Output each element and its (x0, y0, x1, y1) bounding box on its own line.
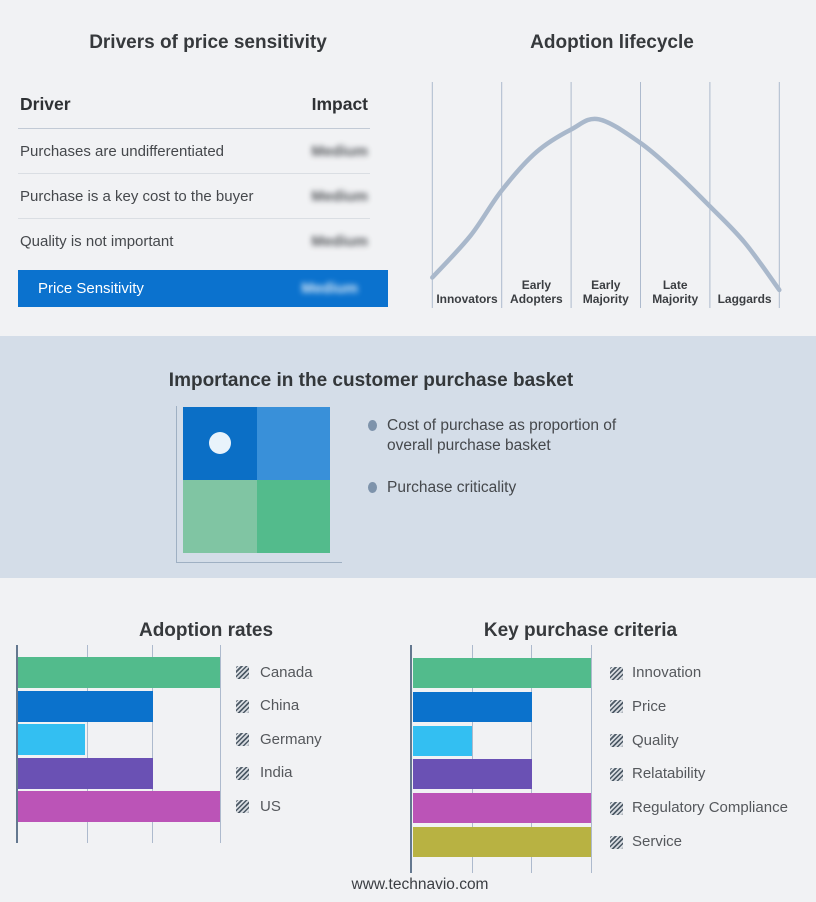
legend-swatch-icon (236, 766, 249, 780)
legend-label-quality: Quality (632, 731, 679, 749)
legend-label-service: Service (632, 833, 683, 850)
quadrant-position-marker (209, 432, 231, 454)
legend-label-india: India (260, 764, 293, 782)
purchase-basket-quadrant (183, 407, 330, 553)
bullet-dot-icon (368, 482, 377, 493)
price-sensitivity-label: Price Sensitivity (38, 280, 144, 297)
legend-swatch-icon (236, 666, 249, 679)
chart-axis (410, 645, 412, 873)
quadrant-cell-bottom-right (256, 480, 330, 553)
bar-regulatory-compliance (413, 793, 591, 824)
bullet-item: Purchase criticality (368, 478, 648, 498)
stage-label-early-majority: Early Majority (582, 277, 629, 306)
driver-column-header: Driver (20, 94, 71, 114)
chart-gridline (472, 645, 474, 873)
purchase-basket-band (0, 336, 816, 578)
legend-swatch-icon (236, 699, 249, 713)
driver-cell: Purchases are undifferentiated (20, 142, 225, 160)
quadrant-cell-bottom-left (183, 480, 257, 553)
legend-swatch-icon (610, 801, 623, 815)
legend-label-innovation: Innovation (632, 664, 702, 681)
bullet-text: Cost of purchase as proportion of overal… (387, 417, 617, 454)
bar-innovation (413, 658, 591, 688)
stage-label-innovators: Innovators (436, 291, 498, 306)
lifecycle-bell-curve (430, 116, 782, 293)
impact-cell: Medium (311, 232, 368, 250)
quadrant-y-axis (176, 406, 177, 563)
legend-swatch-icon (610, 767, 623, 781)
drivers-table-body: Purchases are undifferentiated Medium Purc… (18, 129, 370, 263)
bar-germany (18, 724, 86, 756)
legend-swatch-icon (610, 734, 623, 748)
table-row: Quality is not important Medium (18, 219, 370, 263)
legend-swatch-icon (610, 666, 623, 680)
bullet-item: Cost of purchase as proportion of overal… (368, 416, 648, 456)
bullet-text: Purchase criticality (387, 479, 517, 496)
price-sensitivity-impact-value: Medium (301, 280, 358, 297)
driver-cell: Quality is not important (20, 232, 174, 250)
adoption-lifecycle-chart (430, 82, 782, 308)
bar-relatability (413, 759, 532, 790)
legend-swatch-icon (610, 700, 623, 714)
footer-link[interactable]: www.technavio.com (351, 876, 489, 893)
bar-canada (18, 657, 220, 688)
chart-gridline (151, 645, 153, 843)
key-purchase-criteria-chart: Innovation Price Quality Relatability Regula… (410, 645, 816, 873)
bar-price (413, 691, 532, 722)
quadrant-cell-top-right (256, 407, 330, 480)
drivers-panel-title: Drivers of price sensitivity (89, 31, 327, 53)
chart-gridline (531, 645, 532, 873)
impact-cell: Medium (311, 142, 368, 160)
price-sensitivity-summary-row: Price Sensitivity Medium (18, 270, 388, 307)
table-row: Purchases are undifferentiated Medium (18, 129, 370, 174)
legend-label-canada: Canada (260, 663, 313, 681)
bullet-dot-icon (368, 420, 377, 431)
legend-swatch-icon (610, 835, 623, 849)
stage-label-early-adopters: Early Adopters (510, 277, 563, 306)
purchase-basket-title: Importance in the customer purchase bask… (168, 369, 574, 391)
driver-cell: Purchase is a key cost to the buyer (20, 187, 254, 205)
legend-label-price: Price (632, 697, 667, 715)
drivers-table-header: Driver Impact (18, 88, 370, 129)
legend-swatch-icon (236, 800, 249, 814)
key-purchase-criteria-title: Key purchase criteria (483, 619, 678, 641)
legend-label-relatability: Relatability (632, 765, 706, 783)
bar-us (18, 791, 220, 823)
chart-gridline (220, 645, 221, 843)
chart-gridline (591, 645, 592, 873)
bar-india (18, 757, 153, 789)
legend-label-china: China (260, 697, 300, 715)
drivers-table: Driver Impact Purchases are undifferenti… (18, 88, 370, 263)
quadrant-x-axis (176, 562, 342, 563)
impact-cell: Medium (311, 187, 368, 205)
adoption-lifecycle-title: Adoption lifecycle (530, 31, 694, 53)
bar-china (18, 690, 153, 722)
legend-swatch-icon (236, 733, 249, 747)
chart-gridline (86, 645, 88, 843)
legend-label-us: US (260, 797, 281, 815)
bar-quality (413, 725, 473, 756)
legend-label-regulatory-compliance: Regulatory Compliance (632, 799, 788, 817)
legend-label-germany: Germany (260, 730, 322, 748)
stage-label-late-majority: Late Majority (652, 277, 699, 306)
bar-service (413, 827, 591, 857)
adoption-rates-title: Adoption rates (138, 619, 274, 641)
chart-axis (16, 645, 18, 843)
purchase-basket-bullet-list: Cost of purchase as proportion of overal… (368, 416, 648, 520)
adoption-rates-chart: Canada China Germany India US (16, 645, 408, 843)
table-row: Purchase is a key cost to the buyer Mediu… (18, 174, 370, 219)
impact-column-header: Impact (311, 94, 368, 114)
stage-label-laggards: Laggards (717, 291, 772, 306)
